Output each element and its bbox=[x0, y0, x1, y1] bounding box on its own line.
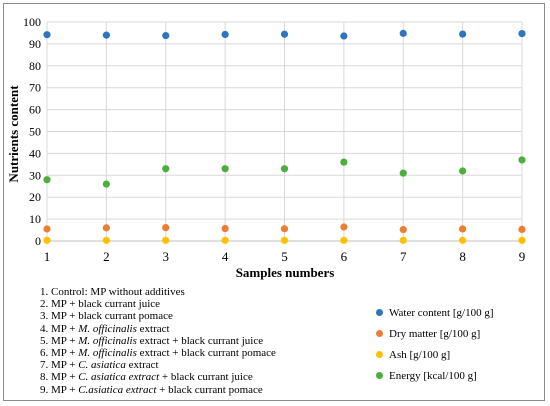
grid bbox=[46, 21, 523, 242]
y-axis-label: Nutrients content bbox=[6, 85, 21, 183]
point-series1-sample9 bbox=[518, 225, 526, 233]
x-tick-label-6: 7 bbox=[400, 249, 407, 264]
legend-marker-2 bbox=[376, 351, 383, 358]
sample-note-1: 1. Control: MP without additives bbox=[40, 286, 185, 298]
sample-notes: 1. Control: MP without additives 2. MP + … bbox=[40, 286, 276, 396]
point-series3-sample7 bbox=[399, 169, 407, 177]
legend-label-1: Dry matter [g/100 g] bbox=[389, 327, 481, 340]
sample-note-5: 5. MP + M. officinalis extract + black c… bbox=[40, 334, 264, 347]
legend-marker-3 bbox=[376, 372, 383, 379]
x-tick-label-1: 2 bbox=[103, 249, 110, 264]
point-series2-sample1 bbox=[43, 236, 51, 244]
legend-marker-0 bbox=[376, 309, 383, 316]
x-tick-label-4: 5 bbox=[281, 249, 288, 264]
point-series2-sample3 bbox=[162, 236, 170, 244]
point-series0-sample1 bbox=[43, 31, 51, 39]
legend: Water content [g/100 g] Dry matter [g/100… bbox=[376, 302, 494, 386]
point-series3-sample8 bbox=[459, 167, 467, 175]
point-series2-sample2 bbox=[102, 236, 110, 244]
y-tick-label-1: 10 bbox=[29, 212, 41, 226]
point-series1-sample1 bbox=[43, 225, 51, 233]
point-series0-sample3 bbox=[162, 31, 170, 40]
point-series1-sample8 bbox=[459, 225, 467, 233]
point-series1-sample7 bbox=[399, 226, 407, 234]
point-series1-sample5 bbox=[280, 225, 289, 233]
point-series2-sample7 bbox=[399, 236, 407, 244]
point-series1-sample6 bbox=[340, 223, 348, 231]
y-tick-label-0: 0 bbox=[35, 234, 41, 248]
legend-label-0: Water content [g/100 g] bbox=[389, 306, 494, 319]
sample-note-8: 8. MP + C. asiatica extract + black curr… bbox=[40, 371, 253, 384]
x-axis-label: Samples numbers bbox=[236, 265, 335, 280]
y-tick-label-8: 80 bbox=[29, 59, 41, 73]
y-tick-label-6: 60 bbox=[29, 103, 41, 117]
sample-note-7: 7. MP + C. asiatica extract bbox=[40, 359, 159, 372]
point-series2-sample8 bbox=[459, 236, 467, 244]
point-series1-sample2 bbox=[102, 224, 110, 232]
sample-note-6: 6. MP + M. officinalis extract + black c… bbox=[40, 347, 276, 360]
point-series2-sample5 bbox=[280, 236, 289, 244]
sample-note-9: 9. MP + C.asiatica extract + black curra… bbox=[40, 383, 263, 396]
x-tick-label-2: 3 bbox=[163, 249, 170, 264]
point-series2-sample6 bbox=[340, 236, 348, 244]
x-tick-label-5: 6 bbox=[341, 249, 348, 264]
sample-note-2: 2. MP + black currant juice bbox=[40, 298, 161, 311]
point-series3-sample9 bbox=[518, 156, 526, 164]
data-points bbox=[43, 29, 526, 244]
y-tick-labels: 0 10 20 30 40 50 60 70 80 90 100 bbox=[23, 15, 41, 248]
point-series1-sample4 bbox=[221, 224, 229, 233]
scatter-chart: 0 10 20 30 40 50 60 70 80 90 100 1 2 3 4 5 6 7 8 9 Samples… bbox=[6, 15, 526, 280]
x-tick-label-7: 8 bbox=[459, 249, 466, 264]
figure-frame: 0 10 20 30 40 50 60 70 80 90 100 1 2 3 4 5 6 7 8 9 Samples… bbox=[3, 3, 545, 401]
sample-note-3: 3. MP + black currant pomace bbox=[40, 310, 173, 323]
y-tick-label-4: 40 bbox=[29, 146, 41, 160]
point-series0-sample2 bbox=[102, 31, 110, 39]
point-series1-sample3 bbox=[162, 224, 170, 232]
point-series3-sample4 bbox=[221, 165, 229, 173]
legend-label-3: Energy [kcal/100 g] bbox=[389, 369, 477, 382]
point-series0-sample4 bbox=[221, 30, 229, 39]
point-series0-sample9 bbox=[518, 30, 526, 38]
point-series0-sample5 bbox=[280, 30, 289, 38]
x-tick-label-0: 1 bbox=[44, 249, 51, 264]
point-series2-sample9 bbox=[518, 236, 526, 244]
legend-item-1: Dry matter [g/100 g] bbox=[376, 323, 494, 344]
point-series0-sample8 bbox=[459, 30, 467, 38]
y-tick-label-7: 70 bbox=[29, 81, 41, 95]
legend-item-2: Ash [g/100 g] bbox=[376, 344, 494, 365]
x-tick-label-8: 9 bbox=[519, 249, 526, 264]
legend-marker-1 bbox=[376, 330, 383, 337]
y-tick-label-5: 50 bbox=[29, 125, 41, 139]
point-series3-sample2 bbox=[102, 180, 110, 188]
legend-item-3: Energy [kcal/100 g] bbox=[376, 365, 494, 386]
point-series0-sample6 bbox=[340, 32, 348, 40]
point-series3-sample6 bbox=[340, 158, 348, 166]
legend-item-0: Water content [g/100 g] bbox=[376, 302, 494, 323]
x-tick-label-3: 4 bbox=[222, 249, 229, 264]
point-series3-sample3 bbox=[162, 165, 170, 173]
point-series3-sample1 bbox=[43, 176, 51, 184]
point-series2-sample4 bbox=[221, 236, 229, 244]
y-tick-label-3: 30 bbox=[29, 168, 41, 182]
point-series0-sample7 bbox=[399, 29, 407, 37]
point-series3-sample5 bbox=[280, 165, 289, 173]
y-tick-label-9: 90 bbox=[29, 37, 41, 51]
y-tick-label-10: 100 bbox=[23, 15, 41, 29]
x-tick-labels: 1 2 3 4 5 6 7 8 9 bbox=[44, 249, 526, 264]
sample-note-4: 4. MP + M. officinalis extract bbox=[40, 322, 170, 335]
y-tick-label-2: 20 bbox=[29, 190, 41, 204]
legend-label-2: Ash [g/100 g] bbox=[389, 348, 451, 361]
